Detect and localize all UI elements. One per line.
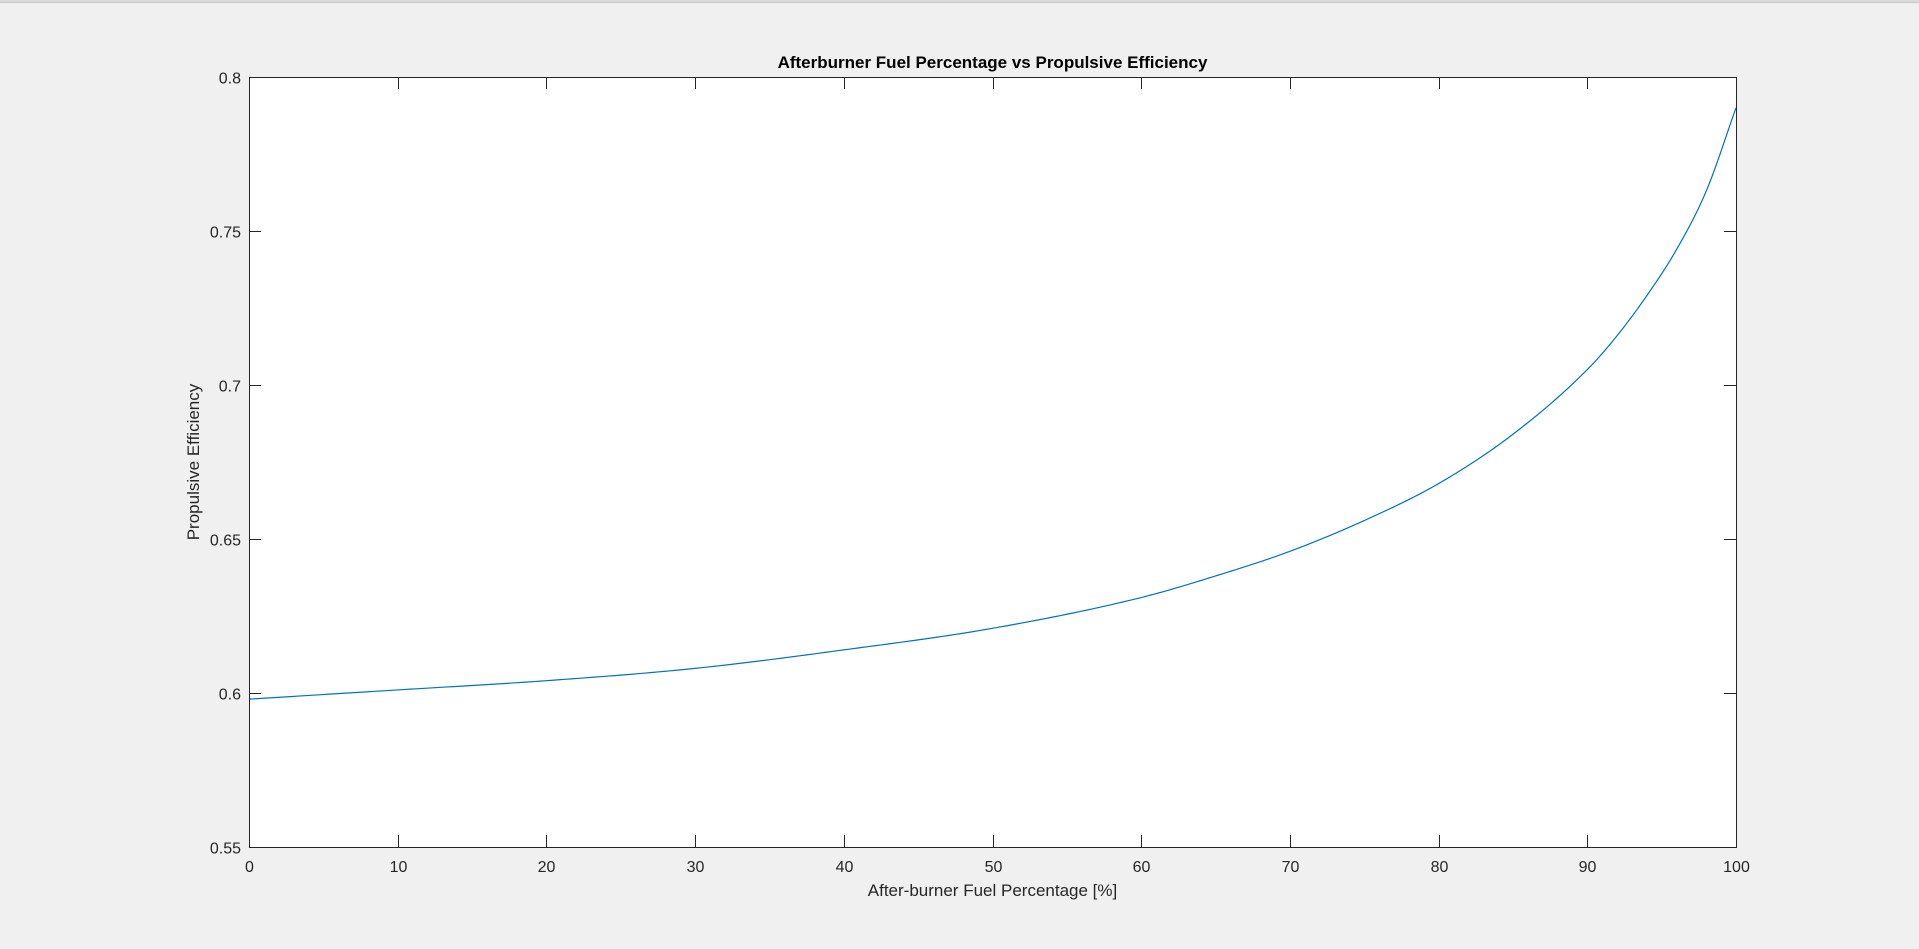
y-tick-label: 0.65 [210,533,241,550]
plot-frame [249,77,1737,848]
x-tick-label: 60 [1133,859,1151,876]
x-tick-label: 0 [245,859,254,876]
window-top-strip [0,0,1919,3]
x-tick-label: 90 [1579,859,1597,876]
x-tick-label: 100 [1723,859,1750,876]
x-tick-label: 40 [836,859,854,876]
x-tick-label: 50 [985,859,1003,876]
x-tick-label: 20 [538,859,556,876]
y-tick-label: 0.75 [210,225,241,242]
y-tick-label: 0.8 [219,71,241,88]
series-line [248,107,1737,700]
tick-labels: 0 10 20 30 40 50 60 70 80 90 100 0.55 0.6 0.65 0.7 0.75… [210,71,1750,877]
y-tick-label: 0.7 [219,379,241,396]
x-tick-label: 80 [1431,859,1449,876]
x-axis-label: After-burner Fuel Percentage [%] [868,881,1117,900]
x-tick-label: 10 [390,859,408,876]
x-tick-label: 30 [687,859,705,876]
plot-area [249,77,1736,847]
x-tick-label: 70 [1282,859,1300,876]
y-tick-label: 0.55 [210,841,241,858]
y-tick-label: 0.6 [219,687,241,704]
y-axis-label: Propulsive Efficiency [184,383,203,540]
chart-title: Afterburner Fuel Percentage vs Propulsiv… [778,53,1208,72]
